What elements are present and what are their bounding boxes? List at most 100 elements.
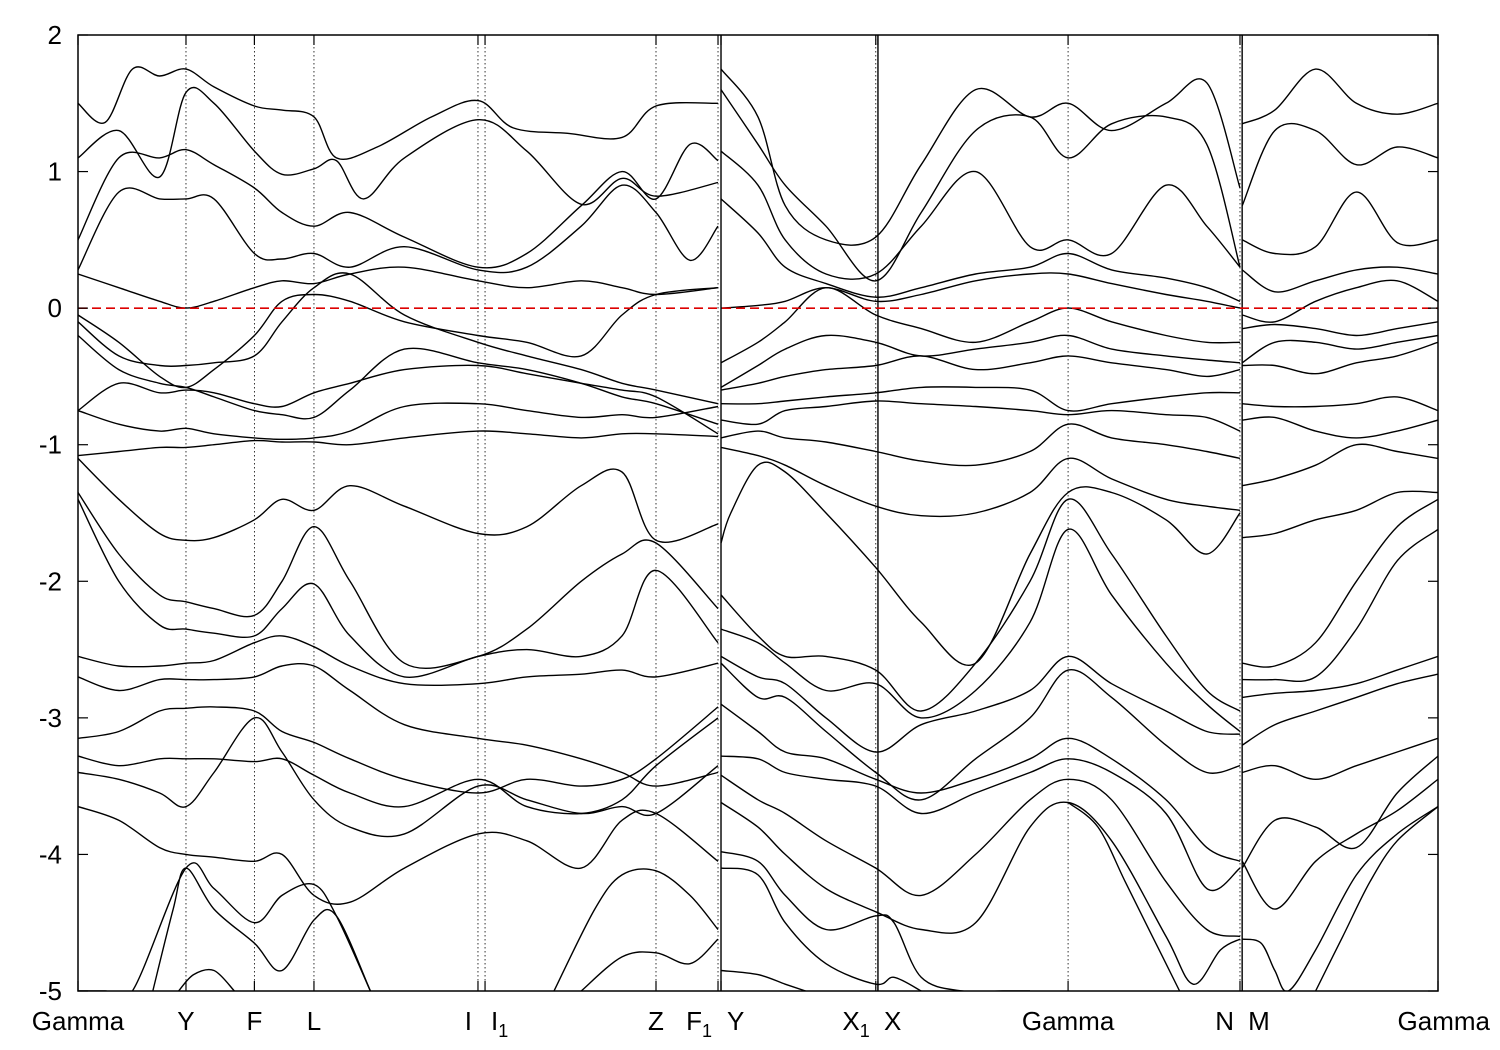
- kpoint-label: Gamma: [1398, 1006, 1491, 1036]
- kpoint-label: N: [1215, 1006, 1234, 1036]
- plot-frame: [77, 34, 1439, 992]
- band-line: [78, 492, 719, 669]
- band-line: [1314, 806, 1438, 991]
- band-line: [1242, 655, 1438, 699]
- kpoint-label: I: [465, 1006, 472, 1036]
- band-line: [78, 266, 719, 309]
- kpoint-label: X: [884, 1006, 901, 1036]
- band-line: [1242, 443, 1438, 487]
- kpoint-label: Y: [177, 1006, 194, 1036]
- band-line: [720, 655, 1241, 753]
- kpoint-label: Gamma: [1022, 1006, 1115, 1036]
- band-line: [720, 423, 1241, 467]
- band-line: [553, 868, 719, 991]
- band-line: [78, 805, 719, 905]
- band-line: [1241, 755, 1438, 869]
- high-symmetry-lines: [185, 35, 1243, 991]
- band-line: [1241, 68, 1438, 125]
- y-tick-label: -2: [39, 566, 62, 596]
- band-line: [78, 86, 719, 206]
- kpoint-label: Y: [727, 1006, 744, 1036]
- kpoint-label: Z: [648, 1006, 664, 1036]
- band-line: [78, 862, 372, 991]
- band-line: [78, 662, 719, 787]
- y-tick-label: -1: [39, 430, 62, 460]
- band-line: [720, 272, 1241, 309]
- band-line: [720, 528, 1241, 733]
- band-line: [1242, 528, 1438, 683]
- band-line: [178, 968, 235, 991]
- band-line: [720, 286, 1241, 364]
- band-line: [1242, 737, 1438, 781]
- y-tick-label: 0: [48, 293, 62, 323]
- kpoint-label: L: [307, 1006, 321, 1036]
- band-line: [78, 717, 719, 838]
- y-tick-label: 2: [48, 20, 62, 50]
- band-line: [1242, 416, 1438, 439]
- band-line: [1241, 778, 1438, 910]
- band-line: [1242, 806, 1438, 991]
- band-line: [720, 703, 1241, 862]
- band-line: [1241, 122, 1438, 206]
- band-line: [1241, 673, 1438, 746]
- band-line: [78, 706, 719, 794]
- band-line: [720, 662, 1241, 801]
- band-line: [720, 446, 1241, 518]
- y-tick-label: 1: [48, 157, 62, 187]
- band-line: [78, 287, 719, 389]
- band-line: [720, 851, 1030, 991]
- band-line: [720, 150, 1241, 280]
- band-line: [78, 272, 719, 405]
- band-lines: [78, 66, 1438, 991]
- band-line: [78, 66, 719, 160]
- band-line: [720, 969, 806, 991]
- band-line: [720, 461, 1241, 666]
- band-line: [1242, 341, 1438, 375]
- y-tick-label: -5: [39, 976, 62, 1006]
- band-line: [720, 68, 1241, 246]
- kpoint-label: I1: [491, 1006, 508, 1041]
- band-line: [152, 867, 372, 991]
- band-line: [720, 400, 1241, 432]
- band-line: [1241, 191, 1438, 256]
- band-line: [720, 867, 922, 991]
- kpoint-label: F: [246, 1006, 262, 1036]
- band-line: [720, 89, 1241, 282]
- kpoint-label: Gamma: [32, 1006, 125, 1036]
- band-line: [720, 355, 1241, 391]
- band-line: [1067, 801, 1181, 991]
- band-line: [78, 717, 719, 815]
- band-line: [78, 402, 719, 441]
- y-tick-label: -4: [39, 839, 62, 869]
- band-line: [1242, 490, 1438, 539]
- band-line: [78, 364, 719, 435]
- band-line: [720, 801, 1241, 985]
- band-line: [720, 334, 1241, 389]
- kpoint-label: M: [1248, 1006, 1270, 1036]
- y-axis-ticks: -5 -4 -3 -2 -1 0 1 2: [39, 20, 1438, 1006]
- band-line: [720, 498, 1241, 712]
- band-line: [78, 142, 719, 269]
- kpoint-label: F1: [686, 1006, 712, 1041]
- band-line: [78, 430, 719, 457]
- band-line: [720, 198, 1241, 302]
- band-line: [1242, 498, 1438, 668]
- band-line: [1242, 321, 1438, 337]
- band-line: [720, 386, 1241, 412]
- band-line: [580, 938, 719, 991]
- band-line: [78, 334, 719, 425]
- x-axis-ticks: Gamma Y F L I I1 Z F1 Y X1 X Gamma N M Gamma: [32, 35, 1491, 1041]
- band-line: [78, 635, 719, 687]
- kpoint-label: X1: [842, 1006, 869, 1041]
- band-line: [720, 774, 1241, 938]
- band-line: [1242, 396, 1438, 412]
- band-line: [1242, 279, 1438, 323]
- band-line: [720, 755, 1241, 892]
- band-line: [1241, 266, 1438, 293]
- band-line: [78, 457, 719, 543]
- band-line: [78, 184, 719, 274]
- band-line: [78, 498, 719, 678]
- y-tick-label: -3: [39, 703, 62, 733]
- band-line: [1241, 334, 1438, 364]
